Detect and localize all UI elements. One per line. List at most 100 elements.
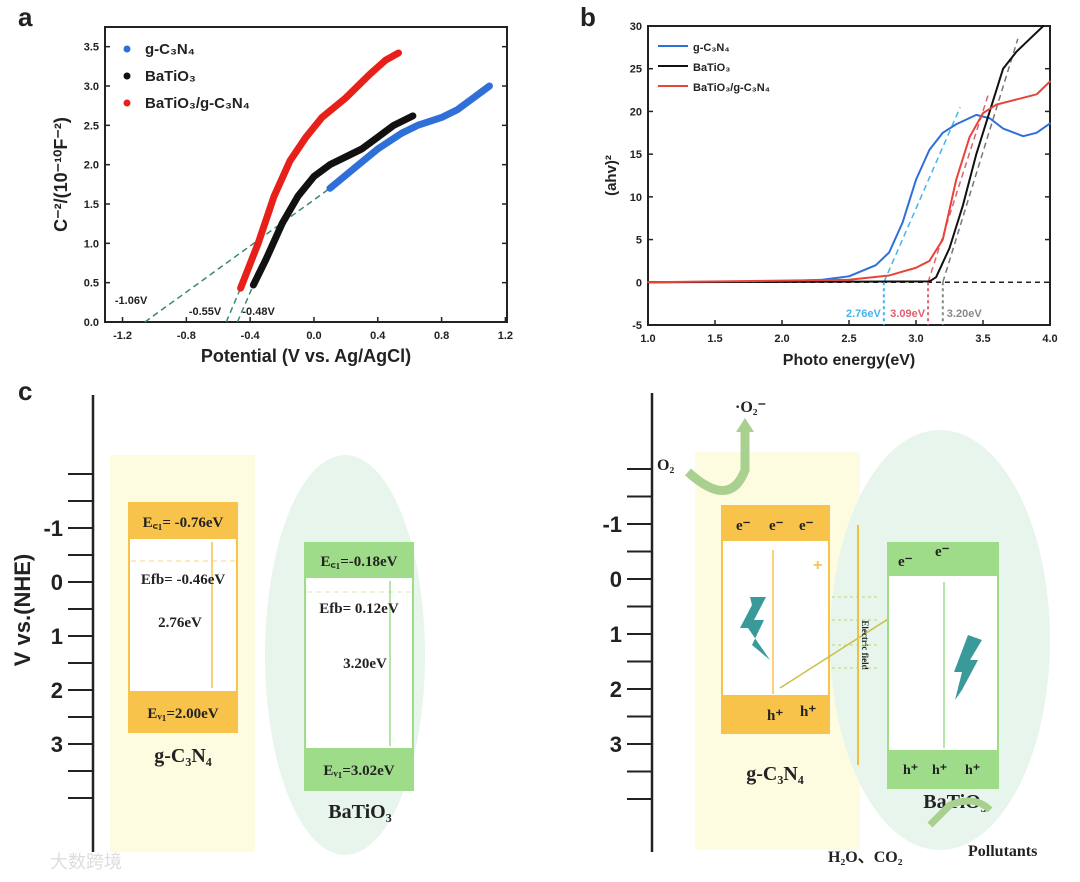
gcn-electron-2: e⁻	[769, 518, 784, 534]
gcn-conduction-band	[129, 503, 237, 539]
bto-vb-right	[888, 750, 998, 788]
axis-tick-label: 1	[51, 624, 63, 649]
y-tick-label: 3.5	[84, 42, 99, 54]
degradation-arrow	[927, 797, 993, 828]
watermark: 大数跨境	[50, 852, 122, 873]
bandgap-label: 3.09eV	[890, 308, 926, 320]
x-tick-label: 3.0	[908, 333, 923, 345]
x-tick-label: 1.5	[707, 333, 722, 345]
axis-tick-label: 1	[610, 622, 622, 647]
series-1-line	[647, 25, 1045, 284]
y-tick-label: 25	[630, 64, 642, 76]
products-label: H₂O、CO₂	[828, 849, 903, 866]
x-tick-label: 3.5	[975, 333, 990, 345]
superoxide-label: ·O₂⁻	[735, 399, 766, 416]
y-tick-label: 0	[636, 277, 642, 289]
gcn-gap-label: 2.76eV	[158, 615, 202, 631]
x-tick-label: -0.8	[177, 330, 196, 342]
x-tick-label: 2.0	[774, 333, 789, 345]
o2-label: O₂	[657, 457, 674, 474]
y-tick-label: 5	[636, 235, 642, 247]
y-tick-label: 15	[630, 149, 642, 161]
x-tick-label: 0.8	[434, 330, 449, 342]
x-axis-label: Photo energy(eV)	[783, 352, 915, 369]
bto-conduction-band	[305, 543, 413, 578]
band-diagram-left: -1 0 1 2 3 V vs.(NHE) E꜀₁= -0.76eV Efb= -0.4…	[10, 395, 425, 873]
x-tick-label: 0.0	[306, 330, 321, 342]
x-tick-label: 1.0	[640, 333, 655, 345]
x-axis-label: Potential (V vs. Ag/AgCl)	[201, 346, 411, 366]
y-tick-label: 1.5	[84, 199, 99, 211]
bto-hole-1: h⁺	[903, 763, 918, 778]
gcn-cb-right	[722, 506, 829, 541]
bto-name: BaTiO₃	[328, 801, 391, 823]
gcn-ec-label: E꜀₁= -0.76eV	[143, 515, 224, 531]
bandgap-label: 3.20eV	[947, 308, 983, 320]
y-tick-label: 20	[630, 106, 642, 118]
plot-frame	[104, 26, 508, 323]
legend-label: BaTiO₃	[693, 62, 730, 74]
bto-gap-label: 3.20eV	[343, 656, 387, 672]
y-tick-label: 3.0	[84, 81, 99, 93]
axis-tick-label: 3	[610, 732, 622, 757]
bto-cb-right	[888, 543, 998, 576]
series-1-line	[249, 112, 417, 289]
y-tick-label: 2.0	[84, 160, 99, 172]
flatband-label: -0.55V	[189, 306, 222, 318]
axis-ticks-right: -1 0 1 2 3	[602, 468, 652, 800]
y-axis-label: (ahv)²	[603, 155, 620, 196]
legend-label: BaTiO₃/g-C₃N₄	[145, 95, 250, 112]
y-tick-label: 1.0	[84, 238, 99, 250]
light-bolt-icon-bto	[954, 635, 982, 700]
x-tick-label: -1.2	[113, 330, 132, 342]
bto-hole-2: h⁺	[932, 763, 947, 778]
bto-valence-band	[305, 748, 413, 790]
gcn-hole-2: h⁺	[800, 704, 816, 720]
gcn-name-right: g-C₃N₄	[746, 763, 804, 785]
y-tick-label: 0.0	[84, 317, 99, 329]
gcn-name: g-C₃N₄	[154, 745, 212, 767]
o2-reduction-arrow	[684, 430, 750, 495]
axis-tick-label: 0	[51, 570, 63, 595]
flatband-label: -0.48V	[242, 306, 275, 318]
legend-label: BaTiO₃	[145, 68, 196, 85]
fit-line	[883, 106, 961, 283]
flatband-label: -1.06V	[115, 295, 148, 307]
bandgap-label: 2.76eV	[846, 308, 882, 320]
axis-tick-label: -1	[43, 516, 63, 541]
light-bolt-icon-gcn	[740, 597, 770, 660]
axis-label: V vs.(NHE)	[10, 554, 35, 666]
panel-label-b: b	[580, 2, 596, 32]
series-2-line	[647, 80, 1051, 284]
fit-line	[236, 284, 255, 323]
gcn-hole-1: h⁺	[767, 708, 783, 724]
axis-tick-label: -1	[602, 512, 622, 537]
gcn-efb-label: Efb= -0.46eV	[141, 572, 226, 588]
axis-tick-label: 3	[51, 732, 63, 757]
y-tick-label: 0.5	[84, 278, 99, 290]
series-0-line	[647, 113, 1051, 284]
gcn-electron-1: e⁻	[736, 518, 751, 534]
bto-efb-label: Efb= 0.12eV	[319, 601, 399, 617]
x-tick-label: 1.2	[498, 330, 513, 342]
chart-a-mott-schottky: -1.2 -0.8 -0.4 0.0 0.4 0.8 1.2 0.0 0.5 1.0 1.5 2.0 2…	[51, 26, 513, 366]
bto-hole-3: h⁺	[965, 763, 980, 778]
axis-tick-label: 2	[610, 677, 622, 702]
legend-label: g-C₃N₄	[693, 42, 730, 54]
y-axis-label: C⁻²/(10⁻¹⁰F⁻²)	[51, 117, 71, 232]
legend-label: g-C₃N₄	[145, 41, 195, 58]
gcn-vb-right	[722, 695, 829, 733]
bto-ev-label: Eᵥ₁=3.02eV	[323, 763, 394, 779]
bto-ec-label: E꜀₁=-0.18eV	[321, 554, 398, 570]
axis-tick-label: 0	[610, 567, 622, 592]
axis-ticks-left: -1 0 1 2 3	[43, 473, 93, 799]
gcn-ev-label: Eᵥ₁=2.00eV	[147, 706, 218, 722]
y-tick-label: -5	[632, 320, 642, 332]
axis-tick-label: 2	[51, 678, 63, 703]
x-tick-label: 2.5	[841, 333, 856, 345]
x-tick-label: -0.4	[241, 330, 261, 342]
bto-electron-1: e⁻	[898, 554, 913, 570]
x-tick-label: 0.4	[370, 330, 386, 342]
